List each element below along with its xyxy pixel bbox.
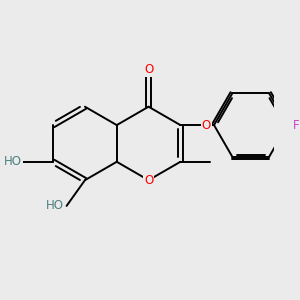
- Text: HO: HO: [46, 200, 64, 212]
- Text: F: F: [293, 118, 299, 132]
- Text: HO: HO: [4, 155, 22, 168]
- Text: O: O: [144, 174, 153, 187]
- Text: O: O: [201, 118, 211, 132]
- Text: O: O: [144, 64, 153, 76]
